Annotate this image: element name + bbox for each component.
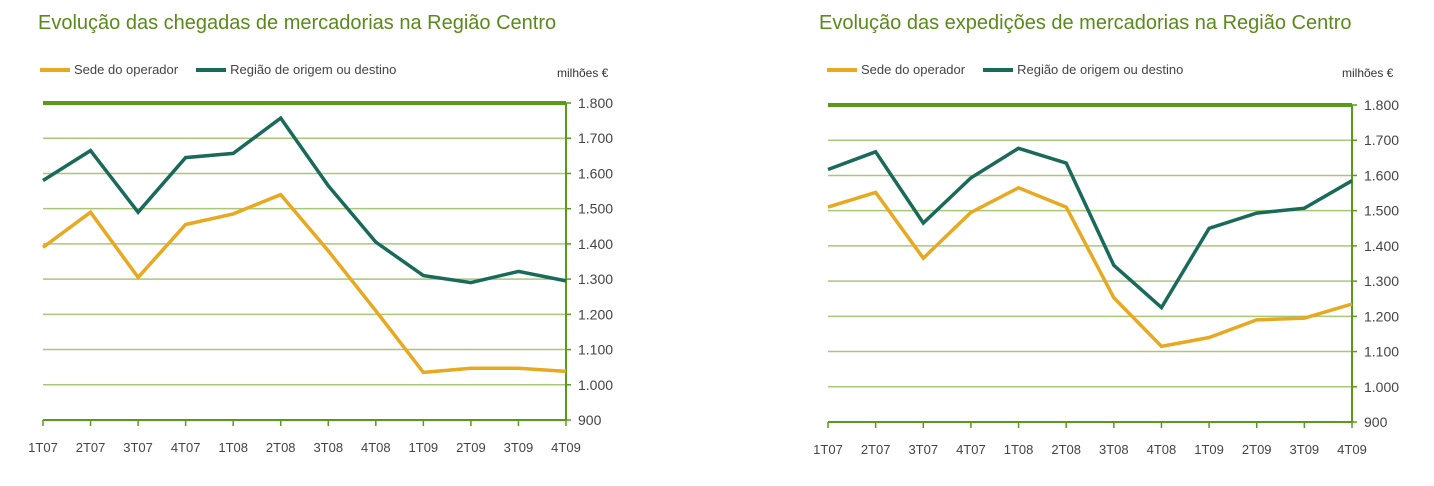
chart-title: Evolução das chegadas de mercadorias na …	[38, 12, 557, 34]
legend-swatch-sede	[827, 67, 857, 72]
y-tick-label: 1.300	[578, 271, 613, 287]
unit-label: milhões €	[1342, 66, 1394, 80]
x-tick-label: 1T08	[1004, 442, 1034, 457]
y-tick-label: 1.500	[1364, 203, 1399, 219]
x-tick-label: 1T07	[28, 440, 58, 455]
y-tick-label: 1.100	[578, 342, 613, 358]
legend-item-regiao: Região de origem ou destino	[983, 62, 1183, 77]
x-tick-label: 4T08	[1147, 442, 1177, 457]
y-tick-label: 1.700	[578, 130, 613, 146]
legend-item-regiao: Região de origem ou destino	[196, 62, 396, 77]
x-tick-label: 2T07	[861, 442, 891, 457]
x-tick-label: 1T08	[218, 440, 248, 455]
x-tick-label: 2T08	[266, 440, 296, 455]
line-chart-arrivals: 900 1.000 1.100 1.200 1.300 1.400 1.500 1.600 1.…	[28, 95, 613, 455]
y-tick-label: 1.400	[578, 236, 613, 252]
y-tick-label: 1.600	[1364, 167, 1399, 183]
y-tick-label: 1.000	[578, 377, 613, 393]
unit-label: milhões €	[557, 66, 609, 80]
series-line-sede	[827, 185, 1353, 349]
legend-swatch-regiao	[983, 67, 1014, 72]
legend-swatch-regiao	[196, 67, 227, 72]
x-tick-label: 3T07	[123, 440, 153, 455]
y-tick-label: 1.200	[1364, 308, 1399, 324]
series-line-sede	[41, 192, 567, 375]
chart-title: Evolução das expedições de mercadorias n…	[819, 12, 1352, 34]
x-tick-label: 4T07	[956, 442, 986, 457]
legend-label-regiao: Região de origem ou destino	[230, 62, 397, 77]
line-chart-shipments: 900 1.000 1.100 1.200 1.300 1.400 1.500 1.600 1.…	[813, 97, 1399, 457]
y-tick-label: 1.500	[578, 201, 613, 217]
legend-item-sede: Sede do operador	[827, 62, 965, 77]
x-tick-label: 4T09	[1337, 442, 1367, 457]
x-tick-label: 3T09	[1290, 442, 1320, 457]
x-tick-label: 2T08	[1051, 442, 1081, 457]
y-tick-label: 1.800	[578, 95, 613, 111]
x-tick-label: 3T09	[504, 440, 534, 455]
legend-label-sede: Sede do operador	[74, 62, 179, 77]
x-tick-label: 4T07	[171, 440, 201, 455]
y-tick-label: 1.600	[578, 165, 613, 181]
legend-label-regiao: Região de origem ou destino	[1017, 62, 1184, 77]
y-tick-label: 1.000	[1364, 379, 1399, 395]
y-tick-label: 1.800	[1364, 97, 1399, 113]
chart-legend: Sede do operador Região de origem ou des…	[827, 62, 1201, 77]
series-line-regiao	[42, 115, 567, 285]
x-tick-label: 3T07	[908, 442, 938, 457]
y-tick-label: 1.700	[1364, 132, 1399, 148]
x-tick-label: 3T08	[313, 440, 343, 455]
x-tick-label: 1T09	[409, 440, 439, 455]
y-tick-label: 1.200	[578, 306, 613, 322]
chart-panel-shipments: Evolução das expedições de mercadorias n…	[717, 0, 1434, 486]
x-tick-label: 1T07	[813, 442, 843, 457]
x-tick-label: 2T07	[76, 440, 106, 455]
y-tick-label: 900	[1364, 414, 1388, 430]
y-tick-label: 1.400	[1364, 238, 1399, 254]
y-tick-label: 900	[578, 412, 602, 428]
x-tick-label: 2T09	[1242, 442, 1272, 457]
chart-legend: Sede do operador Região de origem ou des…	[40, 62, 414, 77]
legend-item-sede: Sede do operador	[40, 62, 178, 77]
chart-panel-arrivals: Evolução das chegadas de mercadorias na …	[28, 12, 613, 455]
series-line-regiao	[827, 146, 1353, 311]
x-tick-label: 2T09	[456, 440, 486, 455]
legend-label-sede: Sede do operador	[861, 62, 966, 77]
x-tick-label: 4T09	[551, 440, 581, 455]
y-tick-label: 1.100	[1364, 344, 1399, 360]
x-tick-label: 3T08	[1099, 442, 1129, 457]
x-tick-label: 1T09	[1194, 442, 1224, 457]
y-tick-label: 1.300	[1364, 273, 1399, 289]
x-tick-label: 4T08	[361, 440, 391, 455]
legend-swatch-sede	[40, 67, 70, 72]
